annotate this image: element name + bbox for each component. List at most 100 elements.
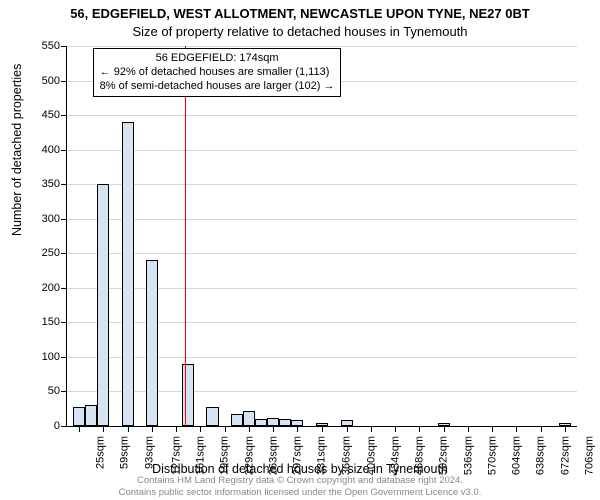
x-tick	[541, 426, 542, 432]
y-tick	[61, 288, 67, 289]
x-tick-label: 25sqm	[95, 436, 107, 469]
x-tick	[273, 426, 274, 432]
annotation-box: 56 EDGEFIELD: 174sqm← 92% of detached ho…	[93, 48, 342, 97]
x-tick-label: 604sqm	[511, 436, 523, 475]
x-tick-label: 434sqm	[389, 436, 401, 475]
y-tick	[61, 253, 67, 254]
histogram-bar	[255, 419, 267, 426]
y-tick	[61, 322, 67, 323]
x-tick-label: 263sqm	[267, 436, 279, 475]
x-tick-label: 366sqm	[341, 436, 353, 475]
histogram-bar	[182, 364, 194, 426]
x-tick	[176, 426, 177, 432]
y-tick	[61, 219, 67, 220]
x-tick	[128, 426, 129, 432]
gridline-h	[67, 253, 577, 254]
gridline-h	[67, 357, 577, 358]
x-tick	[249, 426, 250, 432]
x-tick	[103, 426, 104, 432]
x-tick	[395, 426, 396, 432]
x-tick-label: 570sqm	[486, 436, 498, 475]
gridline-h	[67, 46, 577, 47]
histogram-bar	[341, 420, 353, 426]
x-tick	[516, 426, 517, 432]
y-tick	[61, 46, 67, 47]
x-tick-label: 161sqm	[195, 436, 207, 475]
credits-text: Contains HM Land Registry data © Crown c…	[0, 475, 600, 498]
annotation-line: 8% of semi-detached houses are larger (1…	[100, 80, 335, 94]
credits-line2: Contains public sector information licen…	[0, 487, 600, 498]
x-tick	[565, 426, 566, 432]
histogram-bar	[316, 423, 328, 426]
x-tick-label: 195sqm	[219, 436, 231, 475]
x-tick	[200, 426, 201, 432]
histogram-bar	[73, 407, 85, 426]
y-tick-label: 250	[30, 247, 60, 259]
y-tick-label: 350	[30, 178, 60, 190]
x-tick-label: 331sqm	[316, 436, 328, 475]
x-tick-label: 59sqm	[119, 436, 131, 469]
x-tick-label: 502sqm	[438, 436, 450, 475]
y-tick-label: 450	[30, 109, 60, 121]
x-tick-label: 672sqm	[559, 436, 571, 475]
histogram-bar	[559, 423, 571, 426]
x-tick	[419, 426, 420, 432]
x-tick	[79, 426, 80, 432]
gridline-h	[67, 322, 577, 323]
y-tick-label: 200	[30, 282, 60, 294]
x-tick-label: 93sqm	[143, 436, 155, 469]
x-tick	[468, 426, 469, 432]
histogram-bar	[279, 419, 291, 426]
y-tick-label: 0	[30, 420, 60, 432]
gridline-h	[67, 219, 577, 220]
gridline-h	[67, 115, 577, 116]
x-tick-label: 638sqm	[535, 436, 547, 475]
x-tick-label: 297sqm	[292, 436, 304, 475]
x-tick	[225, 426, 226, 432]
x-tick-label: 127sqm	[170, 436, 182, 475]
annotation-line: ← 92% of detached houses are smaller (1,…	[100, 66, 335, 80]
histogram-bar	[231, 414, 243, 426]
histogram-bar	[146, 260, 158, 426]
y-tick-label: 300	[30, 213, 60, 225]
x-tick	[444, 426, 445, 432]
credits-line1: Contains HM Land Registry data © Crown c…	[0, 475, 600, 486]
x-tick	[322, 426, 323, 432]
gridline-h	[67, 184, 577, 185]
x-tick	[347, 426, 348, 432]
histogram-bar	[122, 122, 134, 426]
histogram-bar	[291, 420, 303, 426]
x-tick-label: 229sqm	[243, 436, 255, 475]
annotation-line: 56 EDGEFIELD: 174sqm	[100, 52, 335, 66]
y-axis-label: Number of detached properties	[10, 64, 24, 236]
y-tick-label: 150	[30, 316, 60, 328]
gridline-h	[67, 391, 577, 392]
x-tick-label: 468sqm	[414, 436, 426, 475]
histogram-bar	[267, 418, 279, 426]
gridline-h	[67, 150, 577, 151]
histogram-bar	[438, 423, 450, 426]
chart-title-line1: 56, EDGEFIELD, WEST ALLOTMENT, NEWCASTLE…	[0, 6, 600, 21]
y-tick-label: 400	[30, 144, 60, 156]
y-tick-label: 100	[30, 351, 60, 363]
x-tick	[152, 426, 153, 432]
x-tick-label: 400sqm	[365, 436, 377, 475]
x-tick	[492, 426, 493, 432]
y-tick	[61, 357, 67, 358]
reference-line	[185, 46, 186, 426]
chart-container: 56, EDGEFIELD, WEST ALLOTMENT, NEWCASTLE…	[0, 0, 600, 500]
y-tick	[61, 184, 67, 185]
y-tick	[61, 115, 67, 116]
x-tick	[297, 426, 298, 432]
histogram-bar	[97, 184, 109, 426]
y-tick	[61, 150, 67, 151]
y-tick	[61, 391, 67, 392]
chart-title-line2: Size of property relative to detached ho…	[0, 24, 600, 39]
histogram-bar	[243, 411, 255, 426]
x-tick	[371, 426, 372, 432]
y-tick-label: 550	[30, 40, 60, 52]
y-tick	[61, 81, 67, 82]
y-tick	[61, 426, 67, 427]
y-tick-label: 500	[30, 75, 60, 87]
histogram-bar	[206, 407, 218, 426]
